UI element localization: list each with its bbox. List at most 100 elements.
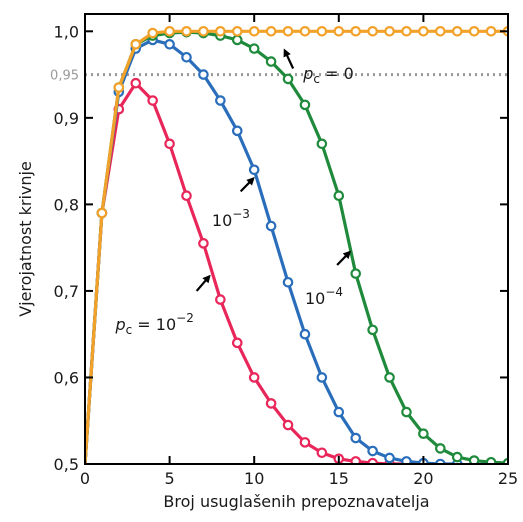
reference-line-group: 0,95 (50, 69, 508, 84)
data-point-p0 (316, 26, 328, 37)
data-point-p1e-3 (181, 51, 192, 63)
annotation-arrow (283, 48, 295, 69)
data-point-p0 (198, 26, 209, 37)
data-point-p1e-3 (299, 328, 311, 340)
data-point-p1e-2 (231, 337, 243, 349)
series-p1e-4 (85, 26, 508, 464)
data-point-p0 (265, 26, 277, 37)
data-point-p1e-4 (468, 455, 480, 464)
data-point-p0 (113, 82, 125, 93)
data-point-p0 (164, 26, 175, 37)
plot-frame (84, 13, 509, 465)
y-tick-label: 0,8 (54, 195, 79, 214)
data-point-p0 (435, 26, 446, 37)
data-point-p1e-2 (282, 419, 294, 431)
data-point-p1e-3 (231, 125, 243, 137)
data-point-p1e-4 (367, 324, 378, 336)
y-tick-label: 0,7 (54, 282, 79, 301)
data-point-p1e-3 (367, 445, 378, 457)
data-point-p1e-2 (181, 190, 192, 202)
data-point-p1e-4 (265, 56, 277, 67)
data-point-p0 (333, 26, 345, 37)
data-point-p0 (147, 27, 158, 39)
series-group (85, 26, 508, 464)
data-point-p1e-3 (282, 276, 294, 288)
y-tick-label: 0,6 (54, 368, 79, 387)
data-point-p1e-3 (215, 95, 226, 106)
x-tick-label: 5 (165, 469, 175, 488)
series-line-p1e-2 (85, 81, 425, 464)
data-point-p1e-2 (299, 437, 311, 448)
data-point-p0 (384, 26, 395, 37)
data-point-p1e-2 (350, 456, 362, 464)
data-point-p1e-4 (248, 43, 260, 54)
x-tick-label: 25 (498, 469, 518, 488)
data-point-p1e-4 (451, 451, 463, 463)
data-point-p0 (282, 26, 294, 37)
annotation-a-1e-3: 10−3 (212, 176, 255, 230)
data-point-p1e-4 (401, 406, 412, 418)
data-point-p1e-4 (350, 268, 362, 279)
y-tick-label: 0,5 (54, 455, 79, 474)
data-point-p1e-3 (384, 452, 395, 464)
data-point-p0 (231, 26, 243, 37)
data-point-p1e-2 (316, 447, 328, 459)
data-point-p0 (299, 26, 311, 37)
annotation-arrow (336, 250, 352, 266)
data-point-p0 (181, 26, 192, 37)
data-point-p1e-4 (485, 456, 497, 464)
annotation-arrow (239, 176, 255, 193)
x-tick-label: 15 (329, 469, 349, 488)
data-point-p1e-2 (130, 77, 142, 89)
ticks-group: 0 5 10 15 20 25 0,5 0,6 0,7 0,8 0,9 1,0 (54, 14, 518, 488)
x-tick-label: 0 (80, 469, 90, 488)
data-point-p1e-3 (333, 406, 345, 418)
annotation-label: pc = 0 (302, 64, 354, 86)
series-p0 (85, 26, 508, 464)
data-point-p1e-3 (350, 432, 362, 444)
plot-frame-group (84, 13, 509, 465)
data-point-p1e-4 (231, 34, 243, 46)
data-point-p1e-4 (333, 190, 345, 202)
data-point-p0 (130, 38, 142, 50)
data-point-p0 (215, 26, 226, 37)
data-point-p0 (350, 26, 362, 37)
y-tick-label: 1,0 (54, 22, 79, 41)
data-point-p1e-2 (215, 294, 226, 305)
data-point-p1e-2 (198, 238, 209, 249)
annotation-label: pc = 10−2 (114, 311, 193, 337)
data-point-p1e-2 (164, 138, 175, 150)
data-point-p0 (418, 26, 429, 37)
data-point-p1e-2 (147, 95, 158, 106)
annotation-a-p0: pc = 0 (283, 48, 354, 86)
data-point-p1e-3 (401, 456, 412, 464)
data-point-p0 (367, 26, 378, 37)
x-tick-label: 20 (413, 469, 433, 488)
data-point-p1e-4 (316, 138, 328, 150)
annotation-a-1e-4: 10−4 (305, 250, 352, 308)
data-point-p1e-3 (248, 164, 260, 176)
data-point-p1e-3 (198, 69, 209, 80)
annotation-arrow (195, 274, 211, 292)
series-p1e-2 (85, 77, 429, 464)
annotations-group: pc = 0 10−3 10−4 pc = 10−2 (114, 48, 354, 337)
data-point-p1e-4 (435, 443, 446, 454)
data-point-p0 (401, 26, 412, 37)
y-axis-title: Vjerojatnost krivnje (16, 161, 35, 317)
data-point-p1e-4 (384, 372, 395, 383)
data-point-p1e-3 (316, 372, 328, 383)
data-point-p1e-2 (248, 372, 260, 383)
data-point-p0 (468, 26, 480, 37)
data-point-p0 (248, 26, 260, 37)
data-point-p1e-3 (164, 38, 175, 50)
series-p1e-3 (85, 34, 463, 464)
x-axis-title: Broj usuglašenih prepoznavatelja (163, 492, 429, 511)
annotation-a-1e-2: pc = 10−2 (114, 274, 211, 337)
y-tick-label: 0,9 (54, 109, 79, 128)
annotation-label: 10−3 (212, 207, 250, 230)
data-point-p1e-3 (265, 220, 277, 232)
data-point-p0 (96, 207, 108, 219)
data-point-p0 (451, 26, 463, 37)
annotation-label: 10−4 (305, 285, 343, 308)
